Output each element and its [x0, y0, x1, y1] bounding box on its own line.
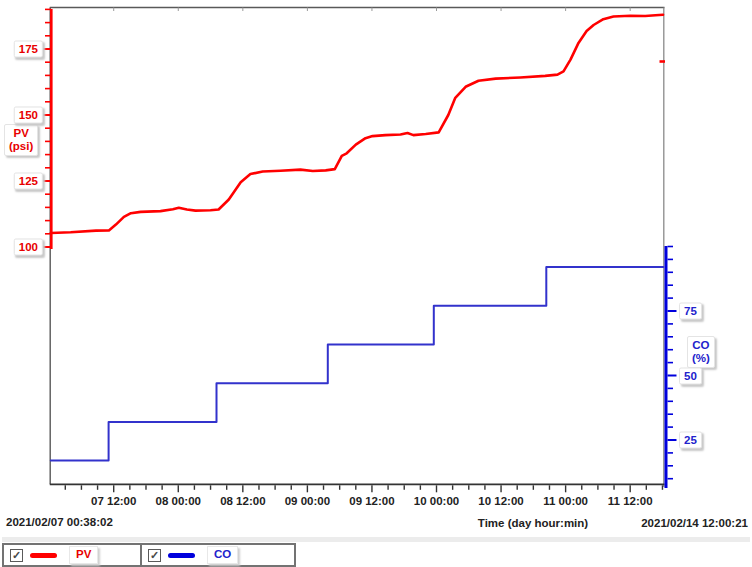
x-axis-tick-label: 11 00:00	[543, 495, 588, 507]
x-axis-tick-label: 08 00:00	[156, 495, 201, 507]
pv-visibility-checkbox[interactable]: ✓	[10, 549, 23, 562]
co-legend-label: CO	[207, 546, 238, 564]
trend-plot-area[interactable]	[51, 8, 664, 485]
checkmark-icon: ✓	[150, 550, 159, 560]
x-axis-tick-label: 09 00:00	[285, 495, 330, 507]
trend-chart: 07 12:00 08 00:00 08 12:00 09 00:00 09 12:00…	[0, 0, 752, 537]
co-visibility-checkbox[interactable]: ✓	[148, 549, 161, 562]
x-axis-tick-label: 11 12:00	[608, 495, 653, 507]
x-axis-tick-label: 10 00:00	[414, 495, 459, 507]
x-axis-tick-label: 09 12:00	[349, 495, 394, 507]
window-start-timestamp: 2021/02/07 00:38:02	[6, 516, 113, 528]
checkmark-icon: ✓	[12, 550, 21, 560]
legend-row: ✓ PV ✓ CO	[2, 543, 296, 567]
legend-item-pv[interactable]: ✓ PV	[2, 543, 142, 567]
x-axis-title: Time (day hour:min)	[478, 517, 588, 529]
x-axis-tick-label: 10 12:00	[478, 495, 523, 507]
window-end-timestamp: 2021/02/14 12:00:21	[641, 517, 748, 529]
trend-window: 07 12:00 08 00:00 08 12:00 09 00:00 09 12:00…	[0, 0, 752, 567]
legend-item-co[interactable]: ✓ CO	[140, 543, 296, 567]
legend-separator-strip	[2, 537, 750, 542]
x-axis-tick-label: 07 12:00	[91, 495, 136, 507]
pv-color-swatch	[30, 553, 57, 558]
x-axis-tick-label: 08 12:00	[220, 495, 265, 507]
co-color-swatch	[168, 553, 195, 558]
pv-legend-label: PV	[69, 546, 98, 564]
